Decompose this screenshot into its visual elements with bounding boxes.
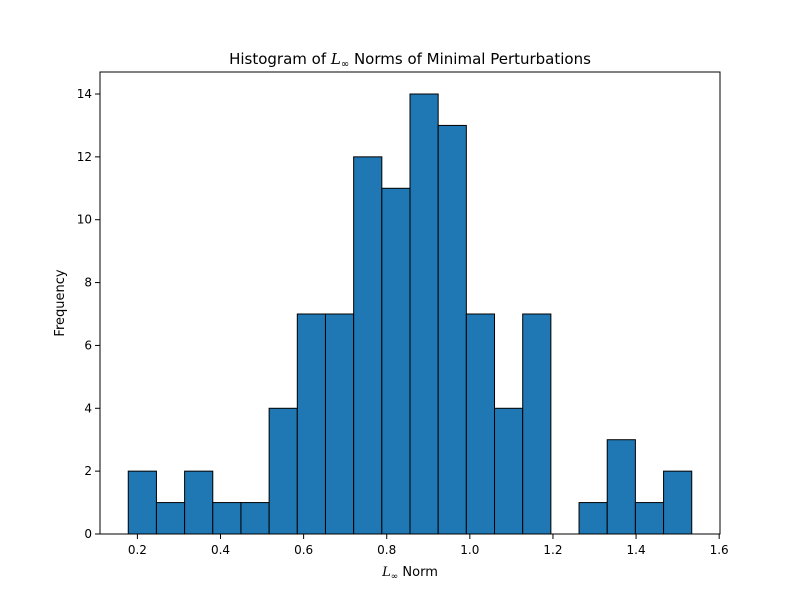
x-tick-label: 1.4 xyxy=(627,543,646,557)
histogram-bar xyxy=(324,313,355,535)
y-tick-label: 10 xyxy=(77,213,92,227)
y-tick-label: 2 xyxy=(84,464,92,478)
x-axis: 0.2 0.4 0.6 0.8 1.0 1.2 1.4 1.6 xyxy=(128,534,729,557)
x-tick-label: 0.6 xyxy=(294,543,313,557)
plot-frame xyxy=(99,71,721,535)
y-axis: 0 2 4 6 8 10 12 14 xyxy=(77,87,100,541)
y-tick-label: 8 xyxy=(84,276,92,290)
histogram-bar xyxy=(663,470,693,535)
y-axis-label: Frequency xyxy=(53,269,68,336)
y-tick-label: 6 xyxy=(84,338,92,352)
histogram-bar xyxy=(353,156,383,535)
y-tick-label: 14 xyxy=(77,87,92,101)
histogram-bars xyxy=(127,93,693,535)
x-tick-label: 0.4 xyxy=(211,543,230,557)
histogram-bar xyxy=(127,470,157,535)
histogram-bar xyxy=(465,313,496,535)
chart-title: Histogram of L∞ Norms of Minimal Perturb… xyxy=(229,50,591,70)
histogram-bar xyxy=(184,470,214,535)
y-tick-label: 0 xyxy=(84,527,92,541)
histogram-bar xyxy=(409,93,439,535)
histogram-bar xyxy=(212,502,242,535)
x-tick-label: 1.2 xyxy=(543,543,562,557)
histogram-bar xyxy=(494,407,524,535)
histogram-bar xyxy=(606,439,636,535)
histogram-bar xyxy=(522,313,552,535)
y-tick-label: 12 xyxy=(77,150,92,164)
x-tick-label: 0.2 xyxy=(128,543,147,557)
histogram-bar xyxy=(578,502,608,535)
histogram-bar xyxy=(155,502,186,535)
histogram-bar xyxy=(268,407,298,535)
histogram-bar xyxy=(240,502,270,535)
histogram-bar xyxy=(437,124,467,535)
x-tick-label: 1.6 xyxy=(710,543,729,557)
histogram-bar xyxy=(296,313,326,535)
y-tick-label: 4 xyxy=(84,401,92,415)
histogram-bar xyxy=(381,187,411,535)
x-axis-label: L∞ Norm xyxy=(381,565,438,582)
histogram-bar xyxy=(634,502,665,535)
x-tick-label: 0.8 xyxy=(377,543,396,557)
x-tick-label: 1.0 xyxy=(460,543,479,557)
